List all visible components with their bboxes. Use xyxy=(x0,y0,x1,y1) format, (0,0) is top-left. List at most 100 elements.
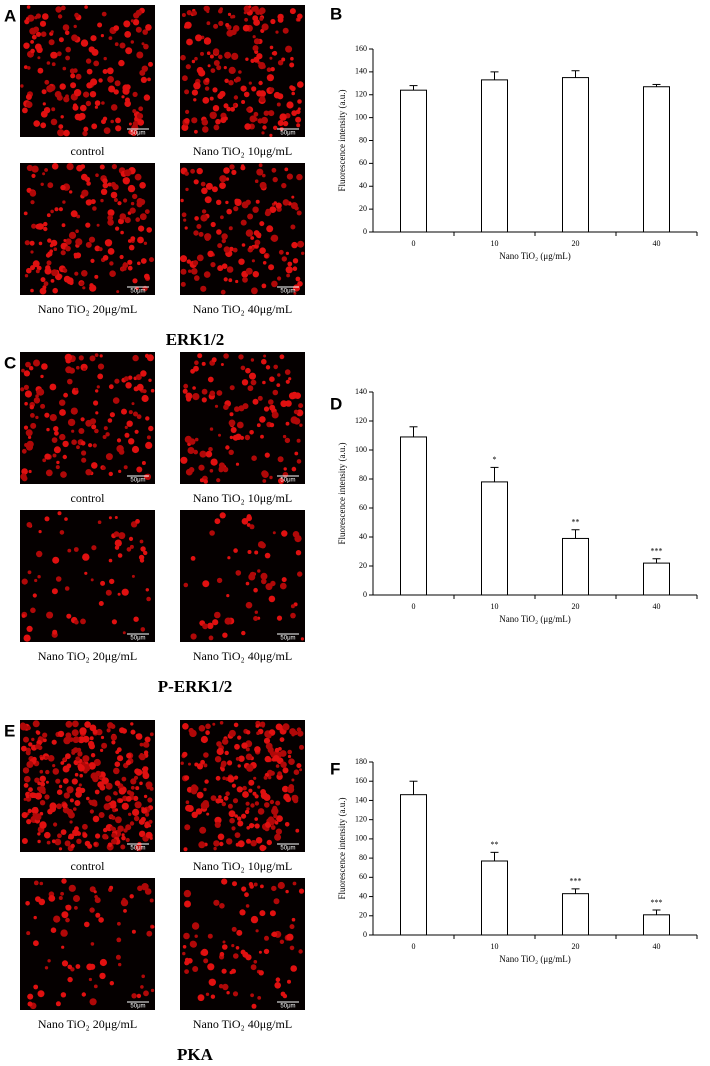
cell xyxy=(47,959,51,963)
cell xyxy=(208,635,214,641)
cell xyxy=(56,789,63,795)
cell xyxy=(250,993,255,998)
cell xyxy=(262,173,266,178)
cell xyxy=(233,206,239,212)
cell xyxy=(204,196,212,204)
cell xyxy=(40,182,44,186)
cell xyxy=(256,90,263,97)
cell xyxy=(132,109,137,114)
cell xyxy=(28,469,32,474)
cell xyxy=(69,798,74,803)
cell xyxy=(30,422,37,429)
cell xyxy=(245,367,251,374)
cell xyxy=(30,288,34,293)
cell xyxy=(258,62,266,70)
cell xyxy=(91,462,98,469)
cell xyxy=(229,817,235,824)
cell xyxy=(200,181,206,187)
cell xyxy=(52,287,58,294)
cell xyxy=(245,904,250,908)
cell xyxy=(296,438,301,443)
cell xyxy=(261,283,267,289)
bar xyxy=(400,436,427,596)
cell xyxy=(37,832,41,836)
cell xyxy=(55,6,62,13)
cell xyxy=(98,812,105,818)
cell xyxy=(286,933,294,941)
cell xyxy=(84,5,88,9)
cell xyxy=(48,39,55,46)
cell xyxy=(183,582,189,588)
cell xyxy=(118,532,126,540)
cell xyxy=(203,763,208,768)
cell xyxy=(224,51,232,59)
cell xyxy=(183,889,192,898)
cell xyxy=(44,412,50,418)
cell xyxy=(238,354,244,360)
cell xyxy=(114,761,121,767)
cell xyxy=(121,408,127,415)
cell xyxy=(34,578,38,583)
cell xyxy=(286,273,290,278)
cell xyxy=(40,122,47,129)
cell xyxy=(53,822,58,827)
cell xyxy=(54,838,62,846)
cell xyxy=(248,788,253,793)
cell xyxy=(26,931,31,936)
cell xyxy=(249,430,254,435)
micrograph: 50μm xyxy=(20,163,155,295)
cell xyxy=(202,623,209,630)
cell xyxy=(31,34,37,40)
cell xyxy=(96,385,100,389)
cell xyxy=(131,929,136,934)
cell xyxy=(62,200,66,204)
cell xyxy=(49,383,57,391)
cell xyxy=(138,554,145,561)
cell xyxy=(70,407,78,415)
cell xyxy=(228,66,236,74)
cell xyxy=(122,267,127,271)
cell xyxy=(117,755,124,762)
cell xyxy=(220,117,227,124)
cell xyxy=(37,67,44,74)
cell xyxy=(204,233,212,241)
cell xyxy=(292,266,298,272)
cell xyxy=(191,922,200,930)
y-tick-label: 40 xyxy=(359,891,367,900)
cell xyxy=(126,753,132,759)
micrograph-bg xyxy=(180,352,305,484)
cell xyxy=(84,921,90,928)
cell xyxy=(180,255,187,263)
cell xyxy=(192,393,200,401)
cell xyxy=(44,966,49,970)
cell xyxy=(281,530,288,537)
cell xyxy=(180,268,187,275)
cell xyxy=(231,783,236,788)
cell xyxy=(27,993,34,1000)
cell xyxy=(47,755,55,762)
cell xyxy=(253,587,258,593)
cell xyxy=(219,175,227,183)
cell xyxy=(83,126,89,132)
cell xyxy=(115,226,120,231)
cell xyxy=(230,106,236,112)
cell xyxy=(130,785,135,790)
cell xyxy=(136,414,142,420)
cell xyxy=(218,466,224,472)
cell xyxy=(115,117,121,124)
cell xyxy=(260,884,264,889)
cell xyxy=(59,83,66,90)
cell xyxy=(40,277,46,283)
cell xyxy=(73,24,77,29)
cell xyxy=(188,727,194,734)
cell xyxy=(66,786,74,794)
cell xyxy=(271,167,277,173)
cell xyxy=(225,23,230,27)
cell xyxy=(283,793,290,801)
cell xyxy=(219,182,226,190)
cell xyxy=(210,221,216,228)
cell xyxy=(205,182,213,190)
cell xyxy=(270,825,276,830)
cell xyxy=(25,94,32,100)
cell xyxy=(22,767,30,774)
